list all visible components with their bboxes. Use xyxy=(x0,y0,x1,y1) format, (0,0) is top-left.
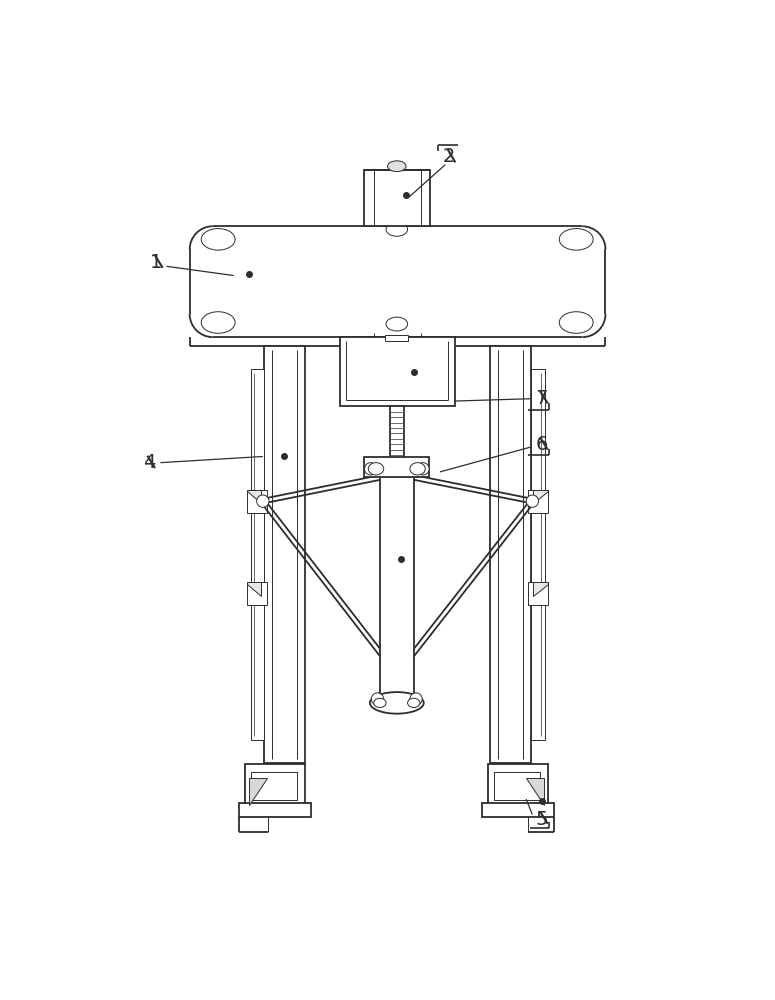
Text: 7: 7 xyxy=(536,389,548,408)
Bar xyxy=(531,369,545,740)
Bar xyxy=(529,582,548,605)
Bar xyxy=(251,772,298,800)
Ellipse shape xyxy=(386,317,408,331)
Ellipse shape xyxy=(560,229,593,250)
Ellipse shape xyxy=(202,312,235,333)
Bar xyxy=(247,490,267,513)
Circle shape xyxy=(526,495,539,507)
Ellipse shape xyxy=(370,692,424,714)
Bar xyxy=(247,582,267,605)
Ellipse shape xyxy=(560,312,593,333)
Ellipse shape xyxy=(374,698,386,708)
Bar xyxy=(364,457,429,477)
Ellipse shape xyxy=(368,463,384,475)
Bar xyxy=(487,764,548,805)
Circle shape xyxy=(410,693,422,705)
Bar xyxy=(339,337,455,406)
Circle shape xyxy=(257,495,269,507)
Bar xyxy=(380,470,414,694)
Bar xyxy=(264,346,305,763)
Ellipse shape xyxy=(410,463,425,475)
Text: 4: 4 xyxy=(143,453,155,472)
Bar xyxy=(390,406,404,468)
Polygon shape xyxy=(533,490,548,503)
Ellipse shape xyxy=(388,161,406,172)
Ellipse shape xyxy=(386,222,408,236)
Bar xyxy=(490,346,531,763)
Bar xyxy=(481,803,554,817)
Bar xyxy=(239,803,312,817)
Polygon shape xyxy=(526,778,544,805)
Polygon shape xyxy=(247,582,261,596)
Circle shape xyxy=(371,693,384,705)
Text: 1: 1 xyxy=(150,253,163,272)
Ellipse shape xyxy=(202,229,235,250)
Text: 2: 2 xyxy=(443,147,456,166)
Text: 5: 5 xyxy=(536,810,548,829)
Circle shape xyxy=(417,463,429,475)
Bar xyxy=(245,764,305,805)
Circle shape xyxy=(364,463,377,475)
Bar xyxy=(364,170,430,226)
Bar xyxy=(529,490,548,513)
Polygon shape xyxy=(190,226,605,337)
Bar xyxy=(494,772,540,800)
Polygon shape xyxy=(249,778,267,805)
Ellipse shape xyxy=(408,698,420,708)
Bar xyxy=(250,369,264,740)
Bar xyxy=(385,335,408,341)
Polygon shape xyxy=(533,582,548,596)
Text: 6: 6 xyxy=(536,435,548,454)
Polygon shape xyxy=(247,490,261,503)
